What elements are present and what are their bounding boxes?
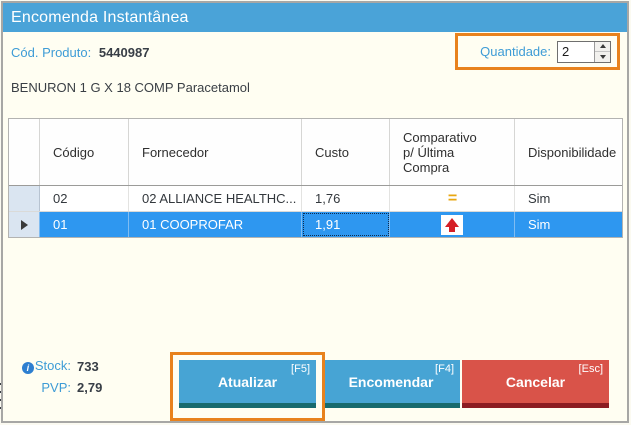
product-code-value: 5440987 — [98, 45, 150, 60]
dialog-title: Encomenda Instantânea — [11, 8, 189, 26]
atualizar-button[interactable]: [F5] Atualizar — [179, 360, 316, 408]
header-custo[interactable]: Custo — [302, 119, 390, 185]
cell-fornecedor[interactable]: 01 COOPROFAR — [129, 212, 302, 237]
cancelar-button[interactable]: [Esc] Cancelar — [462, 360, 609, 408]
row-selector-cell[interactable] — [9, 186, 40, 211]
row-selector-cell[interactable] — [9, 212, 40, 237]
header-row-selector — [9, 119, 40, 185]
quantity-highlight-box: Quantidade: 2 — [455, 33, 620, 70]
cell-codigo[interactable]: 01 — [40, 212, 129, 237]
header-codigo[interactable]: Código — [40, 119, 129, 185]
stock-row: i Stock: 733 — [13, 358, 102, 374]
atualizar-shortcut: [F5] — [291, 363, 310, 375]
price-equal-icon: = — [447, 189, 457, 207]
encomendar-label: Encomendar — [348, 373, 434, 390]
quantity-down-button[interactable] — [595, 51, 610, 62]
quantity-spinner — [594, 41, 610, 62]
quantity-up-button[interactable] — [595, 41, 610, 51]
quantity-stepper[interactable]: 2 — [557, 40, 611, 63]
pvp-row: PVP: 2,79 — [13, 380, 102, 395]
cell-disponibilidade[interactable]: Sim — [528, 191, 551, 206]
stock-value: 733 — [77, 358, 99, 374]
stock-info: i Stock: 733 PVP: 2,79 — [13, 358, 102, 401]
header-comparativo-label: Comparativo p/ Última Compra — [403, 129, 477, 175]
atualizar-label: Atualizar — [217, 373, 278, 390]
price-up-icon — [441, 214, 463, 235]
cancelar-shortcut: [Esc] — [578, 363, 603, 375]
cell-custo[interactable]: 1,76 — [302, 186, 390, 211]
stock-label: Stock: — [34, 358, 71, 373]
cell-fornecedor[interactable]: 02 ALLIANCE HEALTHC... — [129, 186, 302, 211]
up-arrow-glyph — [445, 217, 459, 232]
cell-codigo[interactable]: 02 — [40, 186, 129, 211]
product-code: Cód. Produto: 5440987 — [11, 45, 149, 60]
product-code-label: Cód. Produto: — [11, 45, 92, 60]
encomendar-button[interactable]: [F4] Encomendar — [322, 360, 460, 408]
cell-custo-focused[interactable]: 1,91 — [302, 212, 390, 237]
product-name: BENURON 1 G X 18 COMP Paracetamol — [11, 80, 250, 95]
current-row-indicator-icon — [20, 219, 28, 230]
header-disponibilidade[interactable]: Disponibilidade — [528, 144, 617, 160]
supplier-row-selected[interactable]: 01 01 COOPROFAR 1,91 Sim — [9, 211, 622, 237]
header-comparativo[interactable]: Comparativo p/ Última Compra — [390, 119, 515, 185]
dialog-titlebar: Encomenda Instantânea — [3, 3, 627, 32]
pvp-value: 2,79 — [77, 380, 103, 395]
stock-label-wrap: i Stock: — [13, 358, 71, 374]
header-fornecedor[interactable]: Fornecedor — [129, 119, 302, 185]
cell-comparativo[interactable]: = — [390, 186, 515, 211]
spinner-down-icon — [599, 54, 606, 59]
quantity-input[interactable]: 2 — [562, 43, 570, 59]
cell-comparativo[interactable] — [390, 212, 515, 237]
cell-disponibilidade[interactable]: Sim — [515, 212, 622, 237]
suppliers-table: Código Fornecedor Custo Comparativo p/ Ú… — [8, 118, 623, 238]
table-header-row: Código Fornecedor Custo Comparativo p/ Ú… — [9, 119, 622, 186]
supplier-row[interactable]: 02 02 ALLIANCE HEALTHC... 1,76 = Sim — [9, 186, 622, 211]
pvp-label: PVP: — [41, 380, 71, 395]
encomendar-shortcut: [F4] — [435, 363, 454, 375]
info-icon: i — [21, 362, 34, 374]
cancelar-label: Cancelar — [505, 373, 566, 390]
quantity-label: Quantidade: — [480, 44, 551, 59]
spinner-up-icon — [599, 44, 606, 49]
